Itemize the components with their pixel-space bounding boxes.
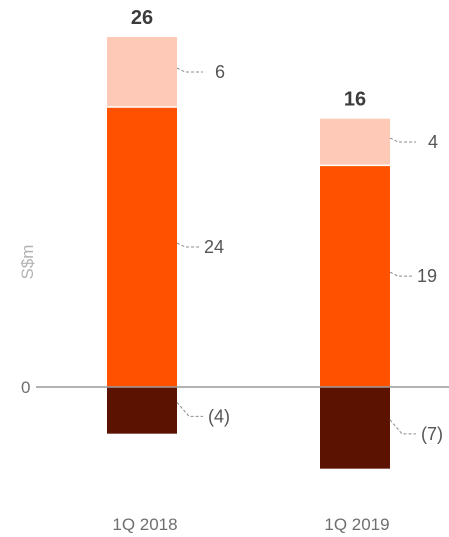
leader-line-middle-2 [389,271,414,277]
bar-negative-1 [107,387,177,434]
leader-line-negative-2 [389,419,416,435]
bar-top-2 [320,118,390,166]
label-middle-1: 24 [204,237,224,257]
total-label-2: 16 [344,89,366,111]
y-tick-label-zero: 0 [21,378,30,397]
total-label-1: 26 [131,7,153,29]
y-axis-label: S$m [18,245,37,280]
labels-group: 6 24 (4) 26 1Q 2018 4 19 (7) 16 1Q 2019 [112,7,443,534]
leader-line-top-2 [389,137,416,143]
label-negative-1: (4) [208,406,230,426]
label-top-1: 6 [215,62,225,82]
bar-top-1 [107,37,177,107]
label-negative-2: (7) [421,424,443,444]
leader-line-negative-1 [176,402,203,417]
bar-negative-2 [320,387,390,469]
bar-middle-1 [107,107,177,387]
label-top-2: 4 [428,132,438,152]
category-label-1: 1Q 2018 [112,515,177,534]
leader-line-middle-1 [176,242,201,248]
leader-line-top-1 [176,67,203,73]
bars-group [107,37,390,469]
category-label-2: 1Q 2019 [324,515,389,534]
bar-middle-2 [320,165,390,387]
label-middle-2: 19 [417,266,437,286]
